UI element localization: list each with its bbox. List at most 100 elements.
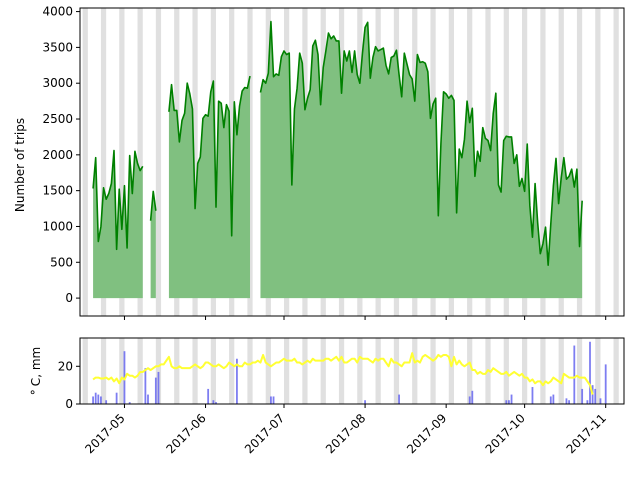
precipitation-bar <box>212 400 215 404</box>
weekend-band <box>229 8 235 316</box>
weekend-band <box>558 8 564 316</box>
temperature-series-line <box>92 352 594 395</box>
y-tick-label: 3000 <box>42 76 73 90</box>
weekend-band <box>155 338 162 404</box>
y-tick-label: 1000 <box>42 219 73 233</box>
precipitation-bar <box>270 396 272 404</box>
weekend-band <box>522 338 528 404</box>
precipitation-bar <box>531 387 534 404</box>
weekend-band <box>375 338 381 404</box>
weekend-band <box>412 338 418 404</box>
precipitation-bar <box>552 394 555 404</box>
weekend-band <box>82 338 88 404</box>
precipitation-bar <box>236 358 238 404</box>
weekend-band <box>338 338 345 404</box>
precipitation-bar <box>573 345 576 404</box>
precipitation-bar <box>94 392 97 404</box>
precipitation-bar <box>505 400 508 404</box>
trips-frame <box>79 7 625 317</box>
trips-area <box>92 20 583 299</box>
trips-line-segment <box>259 20 583 266</box>
precipitation-bar <box>586 400 589 404</box>
weekend-band <box>522 8 528 316</box>
precipitation-bar <box>92 396 94 404</box>
precipitation-bar <box>599 398 602 404</box>
trips-y-ticks: 0 500 1000 1500 2000 2500 3000 3500 4000 <box>42 5 80 305</box>
weekend-band <box>210 338 216 404</box>
precipitation-bar <box>581 388 584 404</box>
precipitation-bar <box>565 398 568 404</box>
precipitation-bar <box>147 394 149 404</box>
trips-y-axis-label: Number of trips <box>13 118 27 212</box>
trips-panel: 0 500 1000 1500 2000 2500 3000 3500 4000 Number … <box>13 5 625 320</box>
weather-y-ticks: 0 20 <box>58 359 80 411</box>
y-tick-label: 0 <box>65 397 73 411</box>
trips-line-segment <box>149 190 157 221</box>
precipitation-bar <box>97 394 100 404</box>
weekend-band <box>229 338 235 404</box>
precipitation-bar <box>510 394 513 404</box>
y-tick-label: 1500 <box>42 184 73 198</box>
precipitation-bar <box>549 396 552 404</box>
weekend-band <box>540 338 546 404</box>
y-tick-label: 3500 <box>42 40 73 54</box>
precipitation-bar <box>215 402 217 404</box>
weekend-band <box>576 338 583 404</box>
weekend-band <box>174 338 180 404</box>
weekend-band <box>100 338 107 404</box>
trips-line-segment <box>92 149 144 251</box>
weekend-band <box>558 338 564 404</box>
trips-axes-frame <box>79 7 625 317</box>
trips-x-ticks <box>123 316 607 320</box>
weekend-band <box>393 338 400 404</box>
precipitation-bar <box>157 371 160 404</box>
weekend-band <box>430 338 436 404</box>
precipitation-bar <box>144 368 147 404</box>
precipitation-bar <box>604 364 607 404</box>
weekend-band <box>467 338 473 404</box>
weekend-band <box>540 8 546 316</box>
y-tick-label: 500 <box>50 255 73 269</box>
precipitation-bar <box>594 388 597 404</box>
weekend-band <box>284 338 290 404</box>
weekend-band <box>100 8 107 316</box>
weekend-band <box>82 8 88 316</box>
weekend-band <box>137 8 143 316</box>
precipitation-bar <box>468 396 471 404</box>
weather-axes-frame <box>79 337 625 405</box>
trips-area-segment <box>150 191 156 299</box>
trips-area-segment <box>168 76 250 299</box>
precipitation-bar <box>568 400 570 404</box>
y-tick-label: 4000 <box>42 5 73 19</box>
trips-line-segment <box>168 75 251 237</box>
precipitation-bar <box>154 377 157 404</box>
precipitation-bar <box>508 400 510 404</box>
temperature-line <box>92 352 594 395</box>
weekend-band <box>265 338 271 404</box>
y-tick-label: 0 <box>65 291 73 305</box>
precipitation-bar <box>105 400 108 404</box>
weekend-band <box>320 338 326 404</box>
precipitation-bar <box>128 402 131 404</box>
weekend-band <box>613 8 619 316</box>
y-tick-label: 2500 <box>42 112 73 126</box>
precipitation-bar <box>364 400 366 404</box>
weekend-band <box>576 8 583 316</box>
weekend-band <box>357 338 363 404</box>
weekend-band <box>448 338 454 404</box>
weather-y-axis-label: °C, mm <box>29 347 43 395</box>
precipitation-bar <box>398 394 400 404</box>
weekend-band <box>192 8 198 316</box>
precipitation-bar <box>100 396 102 404</box>
weekend-band <box>247 338 253 404</box>
precipitation-bar <box>471 390 474 404</box>
weather-frame <box>79 337 625 405</box>
y-tick-label: 2000 <box>42 148 73 162</box>
precipitation-bar <box>207 388 210 404</box>
weekend-band <box>119 8 125 316</box>
weekend-band <box>613 338 619 404</box>
weekend-band <box>155 8 162 316</box>
precipitation-bar <box>589 341 591 404</box>
weekend-band <box>595 338 601 404</box>
